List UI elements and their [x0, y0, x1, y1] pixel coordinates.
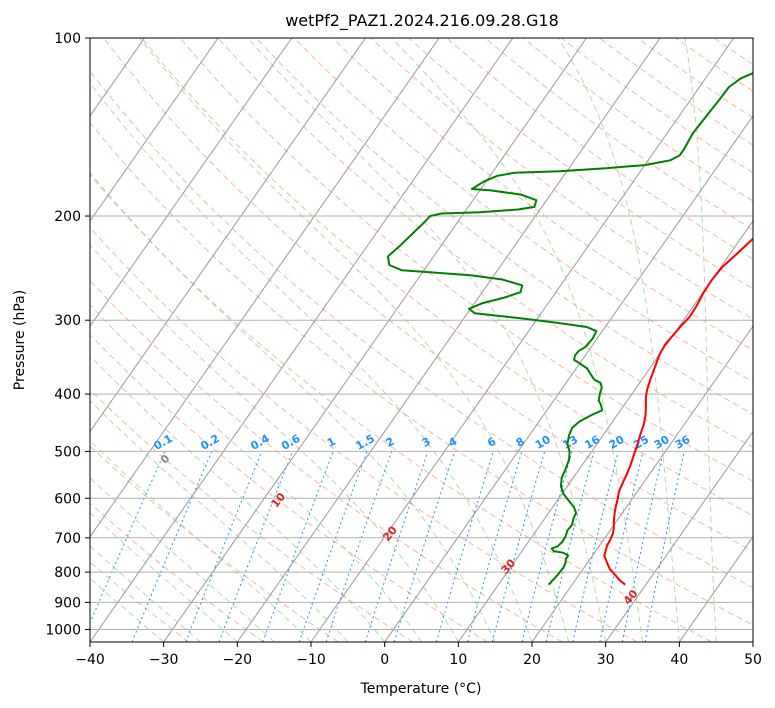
x-tick-label: 10 [449, 652, 467, 668]
mixing-ratio-line [185, 451, 263, 642]
isotherm-line [90, 38, 219, 222]
isotherm-line [678, 535, 753, 642]
moist-adiabat-line [90, 243, 459, 642]
isotherm-line [90, 38, 440, 538]
moist-adiabat-line [684, 38, 717, 642]
y-tick-label: 700 [54, 531, 81, 547]
moist-adiabat-line [90, 577, 165, 642]
y-axis-ticks: 100 200 300 400 500 600 700 800 900 1000 [45, 31, 90, 638]
x-tick-label: −30 [149, 652, 179, 668]
y-tick-label: 1000 [45, 622, 81, 638]
dry-adiabat-line [90, 502, 264, 642]
isotherm-line [531, 325, 753, 642]
moist-adiabat-line [391, 38, 643, 642]
mixing-ratio-line [435, 451, 494, 642]
moist-adiabats [90, 38, 717, 642]
mixing-ratio-line [467, 451, 523, 642]
isotherm-line [605, 430, 753, 642]
mixing-ratio-line [131, 451, 213, 642]
y-tick-label: 400 [54, 387, 81, 403]
dry-adiabat-line [141, 38, 753, 517]
profile-line [603, 237, 753, 586]
isotherm-line [236, 38, 661, 642]
profiles [386, 72, 753, 586]
mixing-ratio-lines [90, 451, 685, 642]
dry-adiabat-line [90, 70, 753, 589]
isotherm-line [384, 114, 753, 642]
dry-adiabat-line [294, 38, 753, 383]
x-tick-label: 40 [670, 652, 688, 668]
isotherm-line [310, 38, 735, 642]
mixing-ratio-line [521, 451, 573, 642]
x-tick-label: 0 [380, 652, 389, 668]
moist-adiabat-line [90, 303, 422, 642]
y-tick-label: 200 [54, 209, 81, 225]
plot-frame [89, 37, 754, 643]
isotherm-line [90, 38, 366, 433]
mixing-ratio-line [298, 451, 368, 642]
y-tick-label: 600 [54, 491, 81, 507]
dry-adiabat-line [90, 445, 339, 642]
moist-adiabat-line [90, 545, 201, 642]
mixing-ratio-line [218, 451, 294, 642]
mixing-ratio-line [325, 451, 393, 642]
y-tick-label: 300 [54, 313, 81, 329]
x-axis-ticks: −40 −30 −20 −10 0 10 20 30 40 50 [75, 642, 762, 668]
dry-adiabat-line [90, 226, 638, 642]
dry-adiabat-line [90, 279, 563, 642]
moist-adiabat-line [90, 355, 386, 642]
dry-adiabat-line [217, 38, 753, 448]
moist-adiabat-line [90, 477, 275, 642]
dry-adiabat-line [90, 173, 712, 642]
mixing-ratio-line [599, 451, 644, 642]
moist-adiabat-line [139, 38, 570, 642]
x-tick-label: −40 [75, 652, 105, 668]
moist-adiabat-line [557, 38, 680, 642]
isotherm-line [90, 38, 293, 328]
mixing-ratio-line [262, 451, 334, 642]
dry-adiabat-line [90, 121, 753, 626]
plot-area: 0.10.20.40.611.52346810131620253036-100-… [90, 38, 753, 642]
x-axis-label: Temperature (°C) [360, 681, 482, 697]
isotherm-line [163, 38, 587, 642]
x-tick-label: 30 [597, 652, 615, 668]
moist-adiabat-line [90, 82, 533, 642]
x-tick-label: −20 [223, 652, 253, 668]
y-tick-label: 800 [54, 565, 81, 581]
moist-adiabat-line [247, 38, 607, 642]
profile-line [386, 72, 753, 586]
x-tick-label: 20 [523, 652, 541, 668]
dry-adiabat-line [103, 38, 753, 552]
isotherm-line [90, 38, 514, 642]
x-tick-label: 50 [744, 652, 762, 668]
mixing-ratio-line [621, 451, 664, 642]
y-tick-label: 100 [54, 31, 81, 47]
x-tick-label: −10 [296, 652, 326, 668]
dry-adiabat-line [408, 38, 753, 290]
isotherms [90, 38, 753, 642]
y-axis-label: Pressure (hPa) [12, 290, 28, 390]
pressure-gridlines [90, 38, 753, 630]
chart-title: wetPf2_PAZ1.2024.216.09.28.G18 [285, 11, 559, 31]
mixing-ratio-line [393, 451, 456, 642]
y-tick-label: 500 [54, 444, 81, 460]
dry-adiabat-line [255, 38, 753, 415]
mixing-ratio-line [90, 451, 166, 625]
moist-adiabat-line [90, 512, 238, 642]
mixing-ratio-line [364, 451, 429, 642]
dry-adiabat-line [90, 334, 488, 642]
mixing-ratio-line [572, 451, 619, 642]
y-tick-label: 900 [54, 595, 81, 611]
mixing-ratio-line [644, 451, 685, 642]
